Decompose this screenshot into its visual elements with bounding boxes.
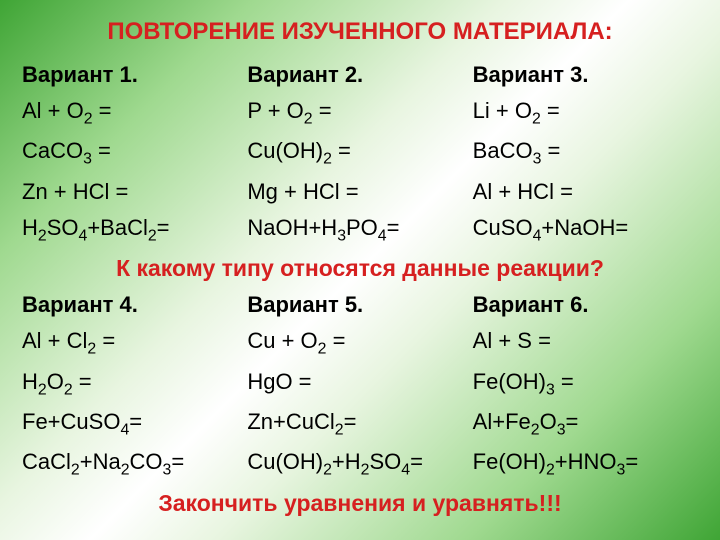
- equation-cell: Al + O2 =: [22, 98, 247, 128]
- equation-cell: H2O2 =: [22, 369, 247, 399]
- variant-header: Вариант 5.: [247, 292, 472, 318]
- equation-row: Zn + HCl = Mg + HCl = Al + HCl =: [22, 179, 698, 205]
- equation-cell: BaCO3 =: [473, 138, 698, 168]
- equation-cell: CaCl2+Na2CO3=: [22, 449, 247, 479]
- equation-cell: Li + O2 =: [473, 98, 698, 128]
- block1-headers: Вариант 1. Вариант 2. Вариант 3.: [22, 62, 698, 88]
- equation-cell: H2SO4+BaCl2=: [22, 215, 247, 245]
- equation-cell: Al + HCl =: [473, 179, 698, 205]
- variant-header: Вариант 1.: [22, 62, 247, 88]
- equation-cell: Cu + O2 =: [247, 328, 472, 358]
- variant-header: Вариант 4.: [22, 292, 247, 318]
- equation-cell: Fe(OH)2+HNO3=: [473, 449, 698, 479]
- equation-row: H2SO4+BaCl2= NaOH+H3PO4= CuSO4+NaOH=: [22, 215, 698, 245]
- equation-cell: HgO =: [247, 369, 472, 399]
- equation-cell: Fe(OH)3 =: [473, 369, 698, 399]
- equation-cell: Fe+CuSO4=: [22, 409, 247, 439]
- equation-cell: P + O2 =: [247, 98, 472, 128]
- equation-cell: Zn + HCl =: [22, 179, 247, 205]
- variant-header: Вариант 6.: [473, 292, 698, 318]
- equation-cell: CuSO4+NaOH=: [473, 215, 698, 245]
- block2-headers: Вариант 4. Вариант 5. Вариант 6.: [22, 292, 698, 318]
- equation-cell: CaCO3 =: [22, 138, 247, 168]
- equation-row: H2O2 = HgO = Fe(OH)3 =: [22, 369, 698, 399]
- equation-cell: Al+Fe2O3=: [473, 409, 698, 439]
- equation-cell: Al + Cl2 =: [22, 328, 247, 358]
- equation-row: CaCO3 = Cu(OH)2 = BaCO3 =: [22, 138, 698, 168]
- block-2: Вариант 4. Вариант 5. Вариант 6. Al + Cl…: [22, 292, 698, 480]
- question-text: К какому типу относятся данные реакции?: [22, 255, 698, 282]
- equation-cell: Mg + HCl =: [247, 179, 472, 205]
- equation-cell: Zn+CuCl2=: [247, 409, 472, 439]
- equation-row: Al + Cl2 = Cu + O2 = Al + S =: [22, 328, 698, 358]
- equation-row: CaCl2+Na2CO3= Cu(OH)2+H2SO4= Fe(OH)2+HNO…: [22, 449, 698, 479]
- equation-cell: Cu(OH)2+H2SO4=: [247, 449, 472, 479]
- equation-row: Fe+CuSO4= Zn+CuCl2= Al+Fe2O3=: [22, 409, 698, 439]
- equation-cell: Cu(OH)2 =: [247, 138, 472, 168]
- block-1: Вариант 1. Вариант 2. Вариант 3. Al + O2…: [22, 62, 698, 245]
- variant-header: Вариант 2.: [247, 62, 472, 88]
- page-title: ПОВТОРЕНИЕ ИЗУЧЕННОГО МАТЕРИАЛА:: [22, 18, 698, 46]
- equation-row: Al + O2 = P + O2 = Li + O2 =: [22, 98, 698, 128]
- equation-cell: NaOH+H3PO4=: [247, 215, 472, 245]
- variant-header: Вариант 3.: [473, 62, 698, 88]
- footer-text: Закончить уравнения и уравнять!!!: [22, 490, 698, 517]
- equation-cell: Al + S =: [473, 328, 698, 358]
